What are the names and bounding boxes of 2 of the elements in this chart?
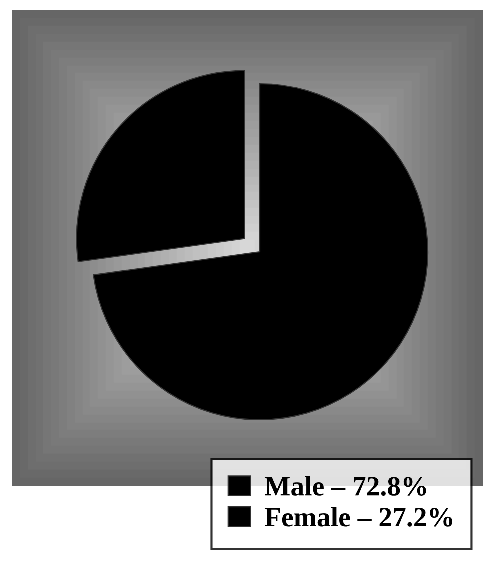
legend-label: Female – 27.2% [264,507,452,527]
legend-label: Male – 72.8% [264,476,426,496]
